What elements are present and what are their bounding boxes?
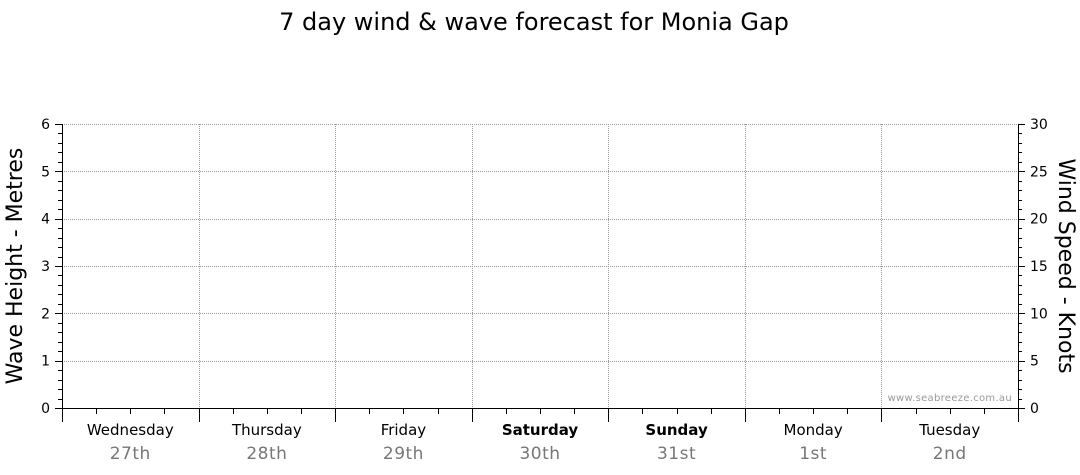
right-tick-label: 25 <box>1030 164 1048 180</box>
day-date-label: 28th <box>246 444 287 464</box>
left-axis-title: Wave Height - Metres <box>3 148 28 385</box>
axes <box>62 124 1019 422</box>
grid-lines <box>62 124 1018 408</box>
day-name-label: Thursday <box>231 421 302 439</box>
left-axis-ticks: 0 1 2 3 4 5 6 <box>41 117 62 417</box>
right-tick-label: 5 <box>1030 354 1039 370</box>
day-name-label: Tuesday <box>918 421 980 439</box>
day-date-label: 30th <box>519 444 560 464</box>
left-tick-label: 2 <box>41 306 50 322</box>
day-date-label: 31st <box>657 444 696 464</box>
left-tick-label: 6 <box>41 117 50 133</box>
right-axis-title: Wind Speed - Knots <box>1053 158 1078 373</box>
right-axis-ticks: 0 5 10 15 20 25 30 <box>1018 117 1048 417</box>
right-tick-label: 10 <box>1030 306 1048 322</box>
right-tick-label: 15 <box>1030 259 1048 275</box>
left-tick-label: 3 <box>41 259 50 275</box>
day-date-label: 27th <box>110 444 151 464</box>
day-date-label: 1st <box>799 444 827 464</box>
watermark: www.seabreeze.com.au <box>888 393 1012 404</box>
day-date-label: 2nd <box>933 444 967 464</box>
day-name-label: Wednesday <box>87 421 174 439</box>
left-tick-label: 4 <box>41 212 50 228</box>
day-name-label: Sunday <box>645 421 708 439</box>
day-name-label: Saturday <box>502 421 579 439</box>
day-name-label: Friday <box>381 421 427 439</box>
left-tick-label: 1 <box>41 354 50 370</box>
right-tick-label: 30 <box>1030 117 1048 133</box>
right-tick-label: 0 <box>1030 401 1039 417</box>
right-tick-label: 20 <box>1030 212 1048 228</box>
left-tick-label: 0 <box>41 401 50 417</box>
day-date-label: 29th <box>383 444 424 464</box>
day-name-label: Monday <box>784 421 843 439</box>
chart-title: 7 day wind & wave forecast for Monia Gap <box>279 8 789 36</box>
day-labels: Wednesday 27th Thursday 28th Friday 29th Satur… <box>87 421 980 464</box>
left-tick-label: 5 <box>41 164 50 180</box>
